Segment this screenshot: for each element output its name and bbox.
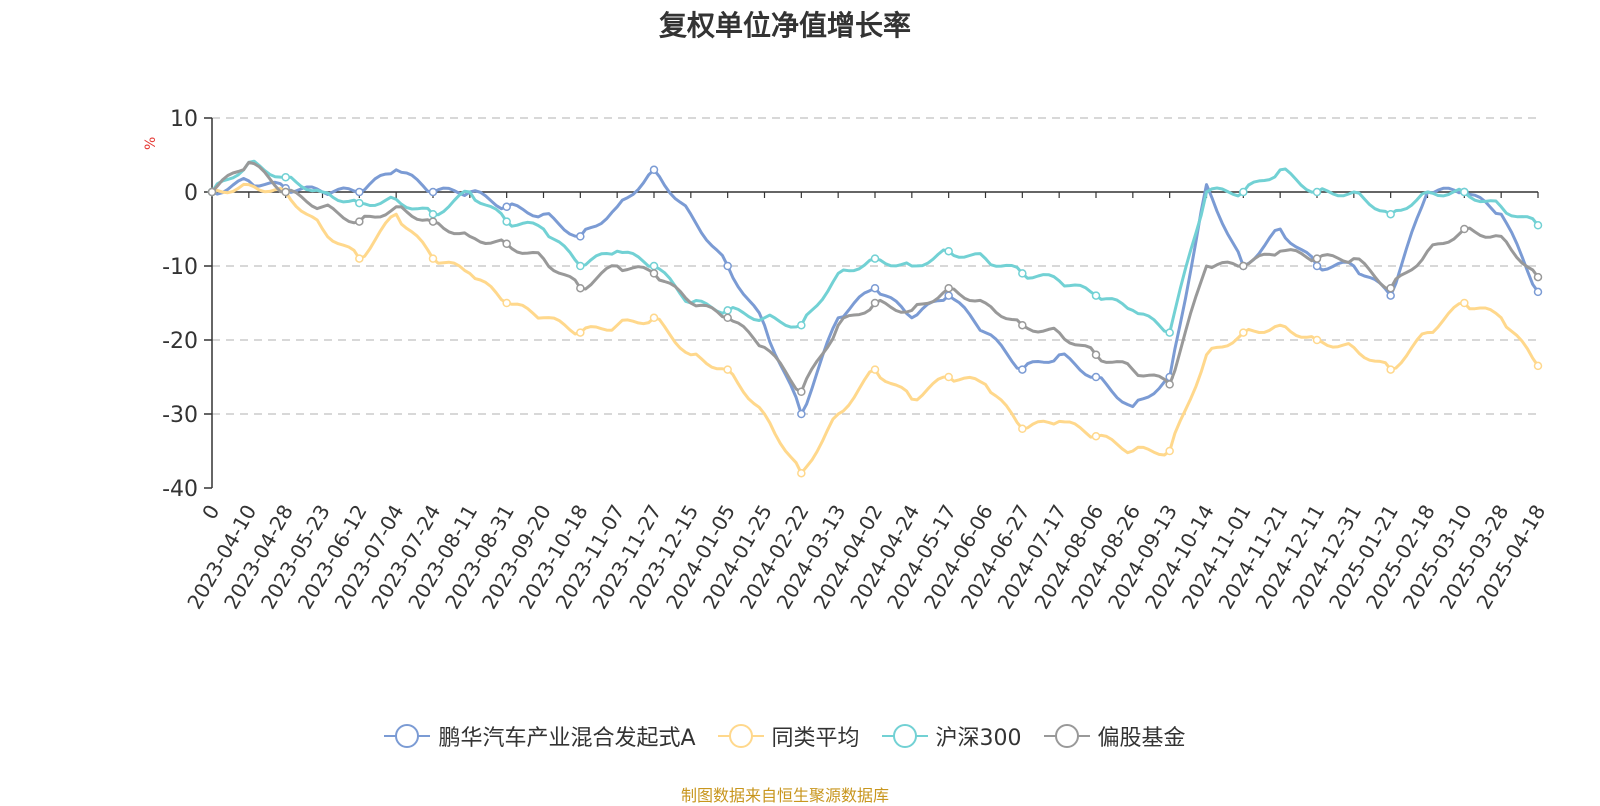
legend-item[interactable]: 沪深300: [881, 720, 1022, 752]
legend-label: 同类平均: [771, 726, 860, 751]
data-point: [649, 269, 659, 278]
data-source-note: 制图数据来自恒生聚源数据库: [680, 786, 889, 805]
chart-legend: 鹏华汽车产业混合发起式A 同类平均 沪深300 偏股基金: [0, 720, 1570, 752]
data-point: [1239, 187, 1248, 197]
data-point: [1386, 283, 1395, 293]
data-point: [944, 283, 953, 293]
y-tick-label: -20: [162, 329, 198, 354]
legend-marker-icon: [1043, 724, 1090, 748]
data-point: [1165, 380, 1174, 389]
y-tick-label: 0: [184, 181, 198, 206]
data-point: [1533, 272, 1543, 282]
data-point: [723, 261, 732, 271]
data-point: [797, 409, 806, 419]
y-tick-label: -10: [162, 255, 198, 280]
data-point: [576, 261, 585, 271]
data-point: [502, 239, 511, 249]
data-point: [797, 320, 806, 330]
data-point: [576, 283, 585, 293]
data-point: [355, 254, 364, 263]
data-point: [1239, 261, 1248, 271]
data-point: [944, 291, 953, 300]
data-point: [1018, 424, 1027, 434]
data-point: [1018, 365, 1027, 374]
data-point: [649, 261, 659, 271]
data-point: [1460, 187, 1469, 197]
data-point: [428, 209, 438, 219]
data-point: [1460, 298, 1469, 308]
data-point: [1312, 254, 1322, 263]
legend-label: 鹏华汽车产业混合发起式A: [438, 726, 696, 751]
data-point: [1312, 261, 1322, 271]
data-point: [1386, 291, 1395, 300]
data-point: [944, 372, 953, 382]
data-point: [1312, 187, 1322, 197]
data-point: [797, 387, 806, 397]
legend-item[interactable]: 同类平均: [717, 720, 860, 752]
data-point: [1386, 365, 1395, 374]
chart-title: 复权单位净值增长率: [658, 9, 911, 42]
data-point: [649, 313, 659, 323]
data-point: [1312, 335, 1322, 345]
data-point: [428, 217, 438, 226]
legend-item[interactable]: 偏股基金: [1043, 720, 1186, 752]
data-point: [1091, 372, 1101, 382]
data-point: [502, 217, 511, 226]
y-tick-label: 10: [170, 107, 198, 132]
data-point: [1091, 350, 1101, 360]
data-point: [1239, 328, 1248, 337]
data-point: [576, 328, 585, 337]
data-point: [723, 365, 732, 374]
data-point: [870, 365, 880, 374]
data-point: [1091, 431, 1101, 441]
data-point: [1460, 224, 1469, 234]
y-tick-label: -30: [162, 403, 198, 428]
legend-marker-icon: [384, 724, 431, 748]
data-point: [1533, 287, 1543, 297]
legend-marker-icon: [717, 724, 764, 748]
data-point: [502, 298, 511, 308]
data-point: [1091, 291, 1101, 300]
data-point: [355, 217, 364, 226]
line-chart: 100-10-20-30-4002023-04-102023-04-282023…: [162, 107, 1550, 613]
data-point: [944, 246, 953, 256]
data-point: [1165, 446, 1174, 456]
legend-label: 沪深300: [935, 726, 1022, 751]
data-point: [797, 468, 806, 478]
legend-item[interactable]: 鹏华汽车产业混合发起式A: [384, 720, 696, 752]
data-point: [1533, 361, 1543, 371]
data-point: [207, 187, 217, 197]
data-point: [428, 254, 438, 263]
data-point: [1386, 209, 1395, 219]
data-point: [1165, 328, 1174, 337]
legend-marker-icon: [881, 724, 928, 748]
data-point: [281, 187, 290, 197]
data-point: [281, 172, 290, 182]
data-point: [355, 198, 364, 208]
x-tick-label: 0: [197, 501, 224, 524]
data-point: [870, 254, 880, 263]
data-point: [1533, 221, 1543, 230]
data-point: [649, 165, 659, 175]
data-point: [1018, 269, 1027, 278]
data-point: [870, 283, 880, 293]
data-point: [870, 298, 880, 308]
data-point: [723, 306, 732, 315]
data-point: [1018, 320, 1027, 330]
data-point: [428, 187, 438, 197]
legend-label: 偏股基金: [1097, 726, 1186, 751]
data-point: [576, 232, 585, 241]
y-tick-label: -40: [162, 477, 198, 502]
series-line: [211, 182, 1540, 475]
data-point: [502, 202, 511, 212]
data-point: [723, 313, 732, 323]
data-point: [355, 187, 364, 197]
